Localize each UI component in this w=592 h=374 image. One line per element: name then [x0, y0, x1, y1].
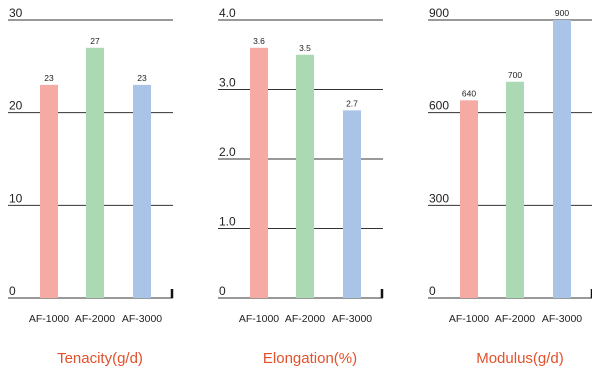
tenacity-y-tick-label: 10 — [9, 191, 23, 205]
modulus-category-label: AF-2000 — [495, 313, 535, 325]
modulus-bar-af-3000 — [553, 20, 571, 298]
modulus-value-label: 640 — [462, 88, 476, 98]
modulus-value-label: 900 — [555, 8, 569, 18]
modulus-y-tick-label: 0 — [429, 284, 436, 298]
modulus-y-tick-label: 300 — [429, 191, 449, 205]
tenacity-category-label: AF-2000 — [75, 313, 115, 325]
elongation-title: Elongation(%) — [262, 350, 358, 367]
modulus-chart: 0 300 600 900 640 AF-1000 700 AF-2000 900 AF-3000 — [428, 6, 592, 325]
elongation-y-tick-label: 4.0 — [219, 6, 236, 20]
modulus-value-label: 700 — [508, 70, 522, 80]
elongation-value-label: 3.6 — [253, 36, 265, 46]
tenacity-value-label: 27 — [90, 36, 100, 46]
tenacity-category-label: AF-1000 — [29, 313, 69, 325]
tenacity-category-label: AF-3000 — [122, 313, 162, 325]
modulus-title: Modulus(g/d) — [476, 350, 564, 367]
elongation-value-label: 2.7 — [346, 98, 358, 108]
elongation-chart: 0 1.0 2.0 3.0 4.0 3.6 AF-1000 3.5 AF-2000 2.7 AF-3… — [218, 6, 384, 325]
tenacity-y-tick-label: 0 — [9, 284, 16, 298]
elongation-bar-af-2000 — [296, 54, 314, 298]
elongation-value-label: 3.5 — [299, 43, 311, 53]
elongation-y-tick-label: 0 — [219, 284, 226, 298]
tenacity-y-tick-label: 30 — [9, 6, 23, 20]
tenacity-y-tick-label: 20 — [9, 99, 23, 113]
elongation-bar-af-3000 — [343, 110, 361, 298]
elongation-y-tick-label: 2.0 — [219, 145, 236, 159]
elongation-category-label: AF-3000 — [332, 313, 372, 325]
modulus-category-label: AF-1000 — [449, 313, 489, 325]
tenacity-bar-af-2000 — [86, 47, 104, 298]
tenacity-value-label: 23 — [137, 73, 147, 83]
modulus-y-tick-label: 600 — [429, 99, 449, 113]
tenacity-chart: 0 10 20 30 23 AF-1000 27 AF-2000 23 AF-3000 — [8, 6, 174, 325]
modulus-category-label: AF-3000 — [542, 313, 582, 325]
elongation-bar-af-1000 — [250, 47, 268, 298]
tenacity-title: Tenacity(g/d) — [57, 350, 143, 367]
modulus-bar-af-1000 — [460, 100, 478, 298]
elongation-category-label: AF-2000 — [285, 313, 325, 325]
elongation-category-label: AF-1000 — [239, 313, 279, 325]
elongation-y-tick-label: 1.0 — [219, 215, 236, 229]
modulus-bar-af-2000 — [506, 81, 524, 299]
tenacity-bar-af-3000 — [133, 84, 151, 298]
tenacity-value-label: 23 — [44, 73, 54, 83]
modulus-y-tick-label: 900 — [429, 6, 449, 20]
elongation-y-tick-label: 3.0 — [219, 76, 236, 90]
tenacity-bar-af-1000 — [40, 84, 58, 298]
